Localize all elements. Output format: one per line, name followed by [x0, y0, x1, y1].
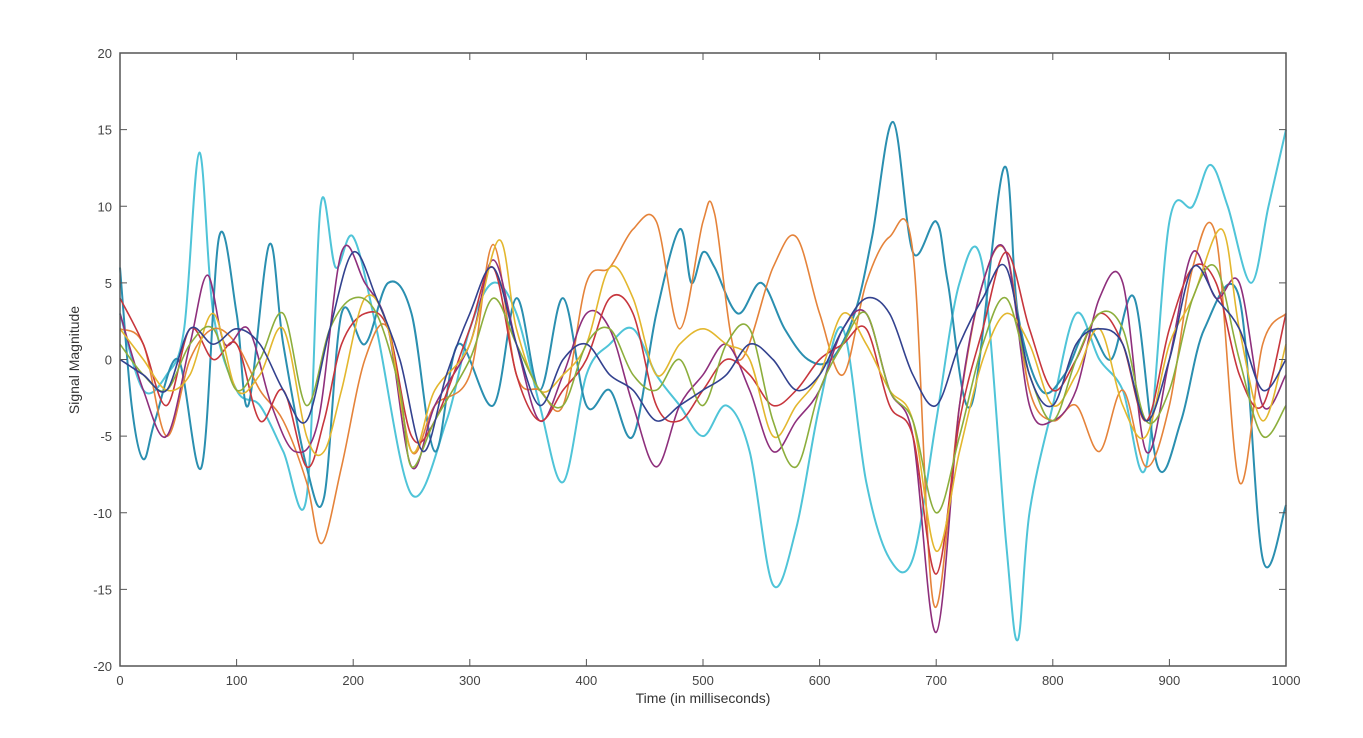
y-tick-label: 10 — [98, 199, 112, 214]
x-tick-label: 1000 — [1272, 673, 1301, 688]
series-line-signal-7 — [119, 264, 1287, 514]
x-tick-label: 600 — [809, 673, 831, 688]
x-tick-label: 400 — [576, 673, 598, 688]
x-tick-label: 800 — [1042, 673, 1064, 688]
series-line-signal-4 — [119, 244, 1287, 634]
x-tick-label: 300 — [459, 673, 481, 688]
series-line-signal-2 — [119, 120, 1287, 569]
y-tick-label: -15 — [93, 582, 112, 597]
y-tick-label: 20 — [98, 46, 112, 61]
series-layer — [119, 120, 1287, 642]
series-line-signal-8 — [119, 251, 1287, 453]
y-tick-label: -10 — [93, 506, 112, 521]
y-axis-label: Signal Magnitude — [66, 306, 82, 414]
y-tick-label: 0 — [105, 353, 112, 368]
x-tick-label: 0 — [116, 673, 123, 688]
y-tick-label: -20 — [93, 659, 112, 674]
x-tick-label: 100 — [226, 673, 248, 688]
x-tick-label: 700 — [925, 673, 947, 688]
series-line-signal-1 — [119, 129, 1287, 642]
x-tick-label: 200 — [342, 673, 364, 688]
series-line-signal-3 — [119, 200, 1287, 609]
x-axis-label: Time (in milliseconds) — [636, 690, 771, 706]
x-tick-label: 500 — [692, 673, 714, 688]
x-tick-label: 900 — [1159, 673, 1181, 688]
y-tick-label: -5 — [100, 429, 112, 444]
ticks-layer: 0 100 200 300 400 500 600 700 800 900 1000 20 15 10 5 0… — [93, 46, 1300, 688]
y-tick-label: 15 — [98, 123, 112, 138]
y-tick-label: 5 — [105, 276, 112, 291]
